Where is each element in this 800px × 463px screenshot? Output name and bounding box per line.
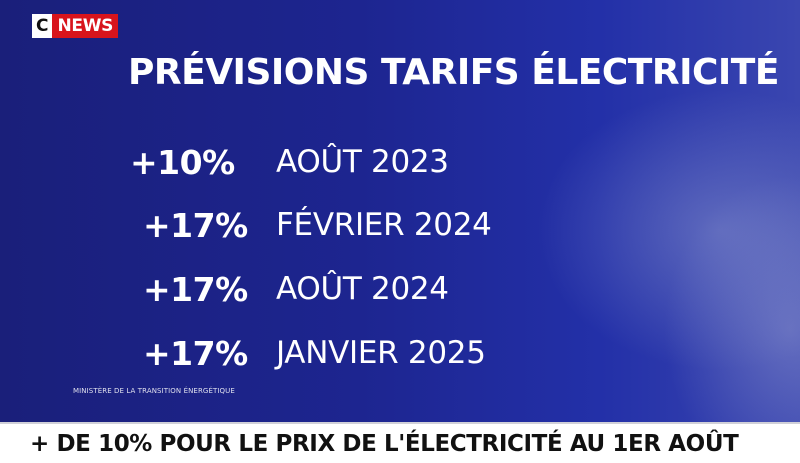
source-credit: MINISTÈRE DE LA TRANSITION ÉNERGÉTIQUE	[73, 387, 235, 395]
ticker-headline: + DE 10% POUR LE PRIX DE L'ÉLECTRICITÉ A…	[30, 430, 739, 457]
forecast-row: +17% AOÛT 2024	[143, 264, 449, 314]
forecast-row: +17% JANVIER 2025	[143, 328, 486, 378]
forecast-increase: +17%	[143, 269, 248, 309]
forecast-date: AOÛT 2023	[276, 144, 449, 180]
forecast-date: JANVIER 2025	[276, 335, 486, 371]
forecast-row: +17% FÉVRIER 2024	[143, 200, 492, 250]
forecast-increase: +17%	[143, 333, 248, 373]
forecast-date: AOÛT 2024	[276, 271, 449, 307]
graphic-background	[0, 0, 800, 422]
forecast-date: FÉVRIER 2024	[276, 207, 492, 243]
logo-news: NEWS	[52, 14, 119, 38]
forecast-row: +10% AOÛT 2023	[130, 137, 449, 187]
cnews-logo: C NEWS	[32, 14, 119, 38]
forecast-increase: +10%	[130, 142, 235, 182]
logo-c: C	[32, 14, 53, 38]
news-ticker: + DE 10% POUR LE PRIX DE L'ÉLECTRICITÉ A…	[0, 422, 800, 463]
forecast-increase: +17%	[143, 205, 248, 245]
graphic-title: PRÉVISIONS TARIFS ÉLECTRICITÉ	[128, 52, 779, 93]
